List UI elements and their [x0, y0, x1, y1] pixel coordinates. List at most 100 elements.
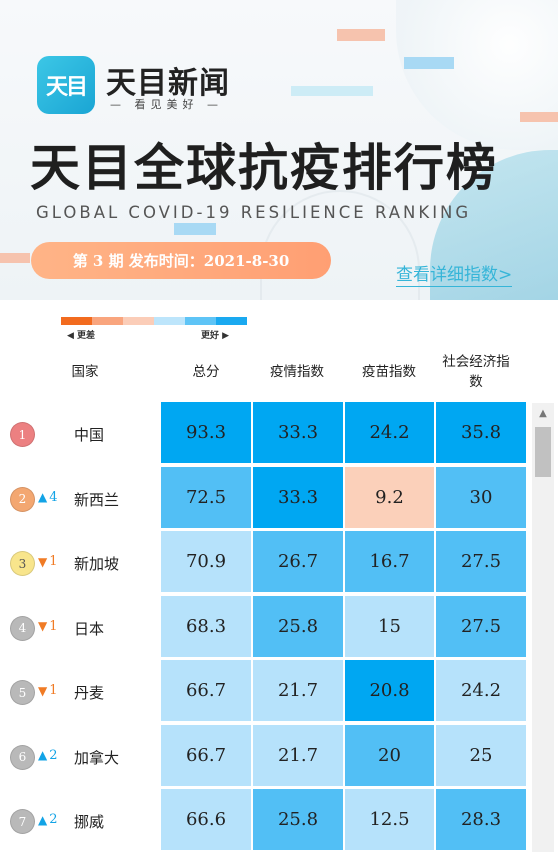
column-header-country: 国家 [71, 364, 99, 380]
rank-change: ▲ 4 [38, 490, 58, 505]
economy-index-cell: 28.3 [436, 789, 526, 850]
total-score-cell: 66.7 [161, 660, 251, 721]
decor-bar [337, 29, 385, 41]
rank-down-arrow-icon: ▼ [38, 554, 48, 569]
economy-index-cell: 35.8 [436, 402, 526, 463]
ranking-table: ◀ 更差 更好 ▶ 国家 总分 疫情指数 疫苗指数 社会经济指数 1 中国 93.3… [0, 300, 558, 852]
rank-badge: 1 [10, 422, 35, 447]
column-header-epidemic: 疫情指数 [270, 364, 324, 380]
rank-down-arrow-icon: ▼ [38, 619, 48, 633]
epidemic-index-cell: 26.7 [253, 531, 343, 592]
column-header-total: 总分 [192, 364, 220, 380]
decor-bar [404, 57, 454, 69]
brand-slogan: — 看见美好 — [110, 98, 223, 111]
rank-badge: 5 [10, 680, 35, 705]
table-row: 1 中国 93.3 33.3 24.2 35.8 [0, 402, 530, 467]
logo-text: 天目 [45, 75, 88, 100]
rank-badge: 3 [10, 551, 35, 576]
rank-change: ▼ 1 [38, 683, 58, 698]
epidemic-index-cell: 33.3 [253, 402, 343, 463]
rank-change-value: 1 [49, 554, 58, 569]
table-row: 7 ▲ 2 挪威 66.6 25.8 12.5 28.3 [0, 789, 530, 852]
country-name: 挪威 [74, 813, 105, 831]
legend-color-scale [61, 317, 247, 325]
decor-bar [174, 223, 216, 235]
rank-badge: 2 [10, 486, 35, 512]
legend-better-label: 更好 ▶ [201, 331, 230, 341]
total-score-cell: 68.3 [161, 595, 251, 657]
decor-bar [291, 86, 373, 96]
rank-badge: 6 [10, 744, 35, 770]
rank-change-value: 2 [49, 747, 58, 763]
legend-worse-label: ◀ 更差 [67, 331, 96, 341]
epidemic-index-cell: 25.8 [253, 789, 343, 850]
country-name: 日本 [74, 619, 105, 638]
view-details-link[interactable]: 查看详细指数> [396, 260, 513, 287]
rank-change-value: 4 [49, 489, 58, 505]
legend-swatch [216, 317, 247, 325]
scroll-up-arrow-icon[interactable]: ▲ [539, 408, 547, 419]
rank-change: ▲ 2 [38, 812, 58, 827]
vaccine-index-cell: 9.2 [345, 466, 434, 528]
vertical-scrollbar[interactable]: ▲ [532, 403, 554, 852]
scrollbar-thumb[interactable] [535, 427, 551, 477]
decor-bar [520, 112, 558, 122]
vaccine-index-cell: 20.8 [345, 660, 434, 721]
table-row: 3 ▼ 1 新加坡 70.9 26.7 16.7 27.5 [0, 531, 530, 596]
table-row: 2 ▲ 4 新西兰 72.5 33.3 9.2 30 [0, 466, 530, 532]
rank-change-value: 2 [49, 812, 58, 827]
rank-change: ▼ 1 [38, 619, 58, 634]
economy-index-cell: 27.5 [436, 595, 526, 657]
issue-date-badge: 第 3 期 发布时间：2021-8-30 [31, 242, 331, 279]
rank-down-arrow-icon: ▼ [38, 683, 48, 698]
total-score-cell: 66.7 [161, 724, 251, 786]
header-banner: 天目 天目新闻 — 看见美好 — 天目全球抗疫排行榜 GLOBAL COVID-… [0, 0, 558, 300]
epidemic-index-cell: 25.8 [253, 595, 343, 657]
rank-change: ▲ 2 [38, 748, 58, 763]
vaccine-index-cell: 15 [345, 595, 434, 657]
vaccine-index-cell: 16.7 [345, 531, 434, 592]
economy-index-cell: 24.2 [436, 660, 526, 721]
rank-badge: 4 [10, 615, 35, 641]
total-score-cell: 70.9 [161, 531, 251, 592]
total-score-cell: 93.3 [161, 402, 251, 463]
country-name: 丹麦 [74, 684, 105, 702]
app-logo-icon: 天目 [37, 56, 95, 114]
rank-change-value: 1 [49, 683, 58, 698]
economy-index-cell: 30 [436, 466, 526, 528]
page-subtitle: GLOBAL COVID-19 RESILIENCE RANKING [36, 203, 472, 222]
total-score-cell: 66.6 [161, 789, 251, 850]
page-title: 天目全球抗疫排行榜 [30, 139, 498, 197]
total-score-cell: 72.5 [161, 466, 251, 528]
legend-swatch [185, 317, 216, 325]
column-header-vaccine: 疫苗指数 [362, 364, 416, 380]
country-name: 中国 [74, 426, 105, 444]
economy-index-cell: 25 [436, 724, 526, 786]
vaccine-index-cell: 12.5 [345, 789, 434, 850]
country-name: 新加坡 [74, 555, 120, 573]
rank-up-arrow-icon: ▲ [38, 490, 48, 504]
table-row: 6 ▲ 2 加拿大 66.7 21.7 20 25 [0, 724, 530, 790]
rank-badge: 7 [10, 809, 35, 834]
vaccine-index-cell: 24.2 [345, 402, 434, 463]
legend-swatch [61, 317, 92, 325]
country-name: 加拿大 [74, 748, 120, 767]
decor-bar [0, 253, 30, 263]
brand-name: 天目新闻 [106, 66, 230, 101]
table-row: 5 ▼ 1 丹麦 66.7 21.7 20.8 24.2 [0, 660, 530, 725]
epidemic-index-cell: 33.3 [253, 466, 343, 528]
table-row: 4 ▼ 1 日本 68.3 25.8 15 27.5 [0, 595, 530, 661]
rank-up-arrow-icon: ▲ [38, 812, 48, 827]
legend-swatch [123, 317, 154, 325]
legend-swatch [92, 317, 123, 325]
rank-change: ▼ 1 [38, 554, 58, 569]
country-name: 新西兰 [74, 490, 120, 509]
column-header-economy: 社会经济指数 [442, 354, 510, 390]
economy-index-cell: 27.5 [436, 531, 526, 592]
epidemic-index-cell: 21.7 [253, 724, 343, 786]
rank-up-arrow-icon: ▲ [38, 748, 48, 762]
color-legend: ◀ 更差 更好 ▶ [61, 317, 247, 341]
rank-change-value: 1 [49, 618, 58, 634]
legend-swatch [154, 317, 185, 325]
epidemic-index-cell: 21.7 [253, 660, 343, 721]
